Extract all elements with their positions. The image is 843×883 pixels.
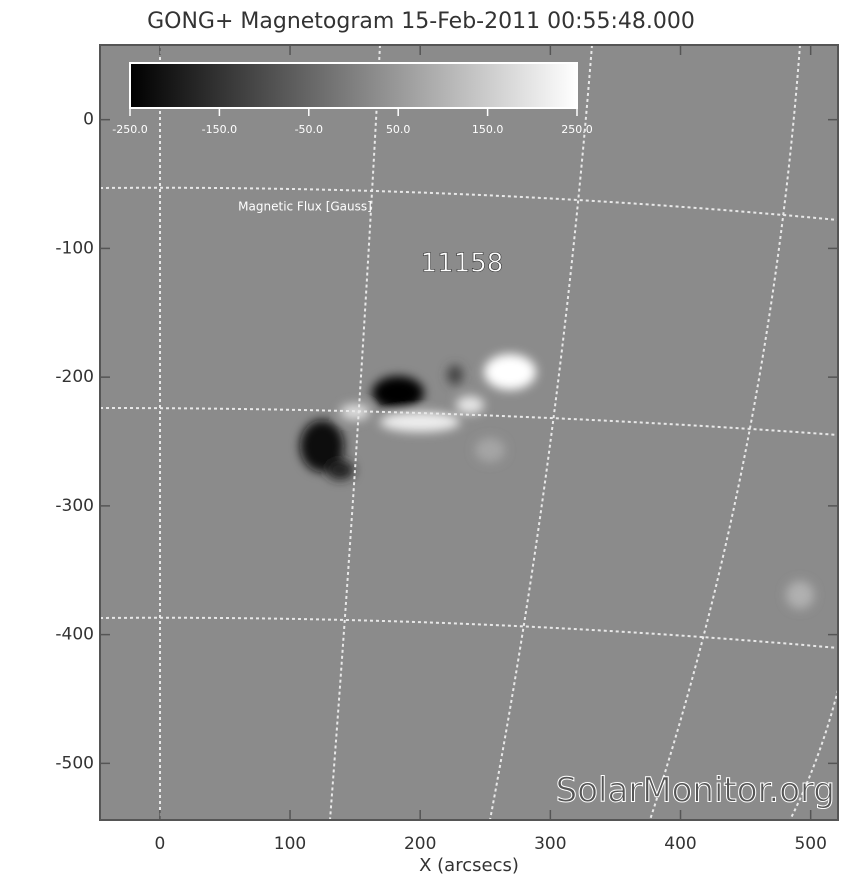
colorbar-tick-label: 150.0 <box>472 123 504 136</box>
chart-title: GONG+ Magnetogram 15-Feb-2011 00:55:48.0… <box>147 9 695 34</box>
x-tick-label: 0 <box>154 834 165 854</box>
watermark: SolarMonitor.org <box>556 771 835 811</box>
colorbar-tick-label: -250.0 <box>112 123 147 136</box>
colorbar-label: Magnetic Flux [Gauss] <box>238 200 372 214</box>
y-tick-label: 0 <box>83 110 94 130</box>
y-tick-label: -200 <box>55 367 94 387</box>
y-tick-label: -500 <box>55 753 94 773</box>
colorbar-tick-label: -150.0 <box>202 123 237 136</box>
x-tick-label: 100 <box>274 834 306 854</box>
x-tick-label: 400 <box>664 834 696 854</box>
colorbar-tick-label: 250.0 <box>561 123 593 136</box>
colorbar-tick-label: -50.0 <box>295 123 323 136</box>
magnetogram-image <box>100 45 838 820</box>
x-tick-label: 500 <box>794 834 826 854</box>
x-tick-label: 300 <box>534 834 566 854</box>
y-tick-label: -100 <box>55 238 94 258</box>
x-axis-label: X (arcsecs) <box>419 855 519 876</box>
y-tick-label: -300 <box>55 496 94 516</box>
region-label: 11158 <box>421 249 504 279</box>
colorbar <box>130 63 577 108</box>
x-tick-label: 200 <box>404 834 436 854</box>
colorbar-tick-label: 50.0 <box>386 123 411 136</box>
y-tick-label: -400 <box>55 625 94 645</box>
chart: GONG+ Magnetogram 15-Feb-2011 00:55:48.0… <box>0 0 843 883</box>
